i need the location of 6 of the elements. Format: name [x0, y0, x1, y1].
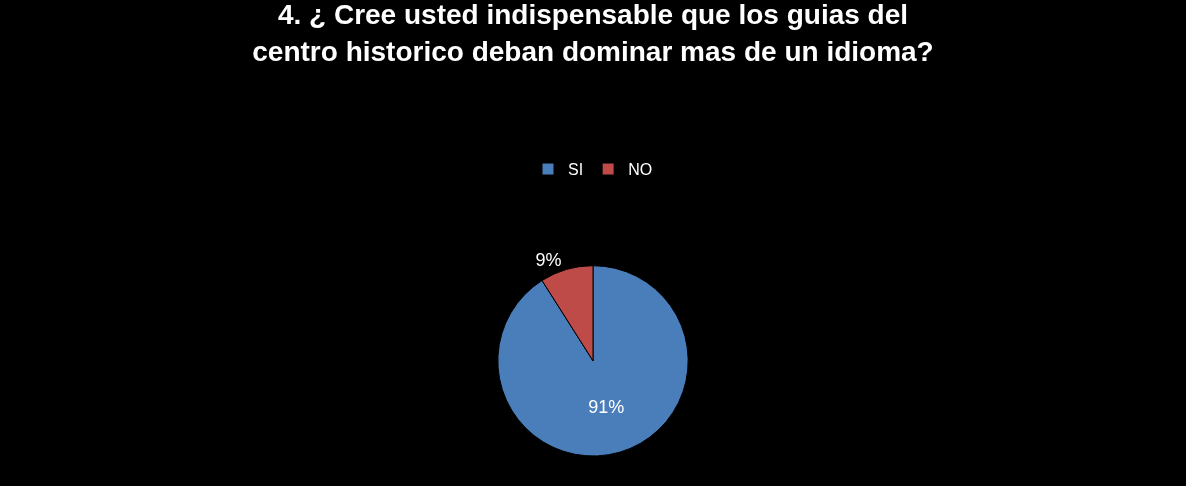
legend-label: SI	[568, 161, 584, 179]
legend-label: NO	[628, 161, 653, 179]
chart-title: 4. ¿ Cree usted indispensable que los guias del centro historico deban dominar mas de un idioma?	[252, 0, 934, 67]
data-label: 91%	[588, 396, 625, 417]
pie-slice	[497, 265, 689, 457]
data-label: 9%	[535, 250, 562, 271]
